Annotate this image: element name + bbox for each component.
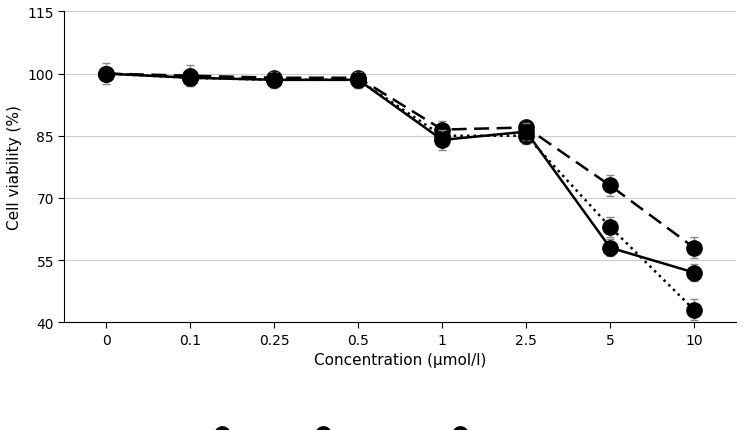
- Y-axis label: Cell viability (%): Cell viability (%): [7, 105, 22, 230]
- X-axis label: Concentration (μmol/l): Concentration (μmol/l): [314, 353, 487, 367]
- Legend: 5-FU, MSN-5-FU, OMVs-MSN-5-FU: 5-FU, MSN-5-FU, OMVs-MSN-5-FU: [195, 422, 606, 430]
